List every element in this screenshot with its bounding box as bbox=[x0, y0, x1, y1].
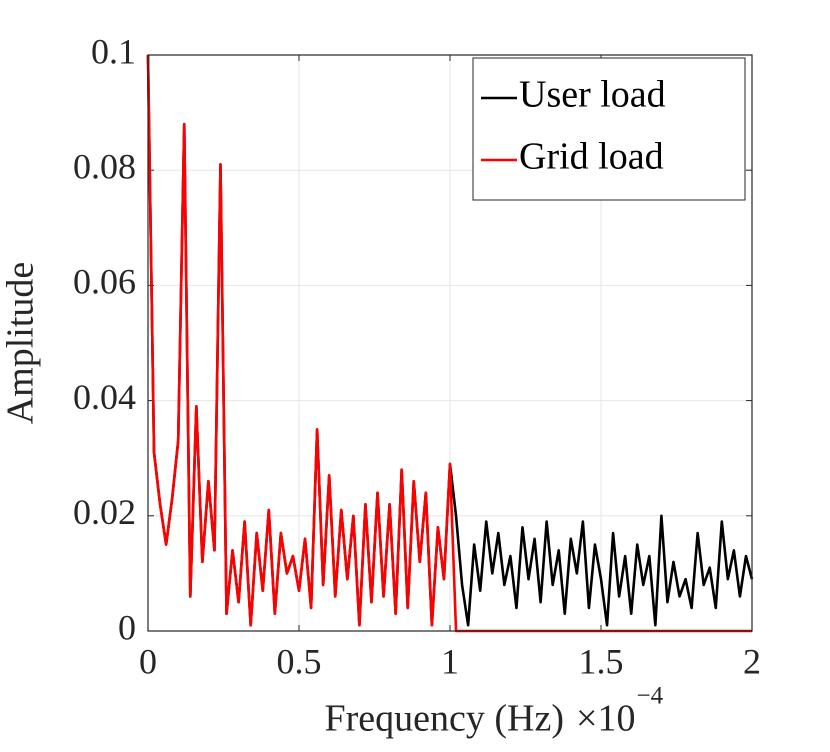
x-axis-label: Frequency (Hz) bbox=[325, 698, 565, 740]
y-tick-label: 0.04 bbox=[73, 377, 136, 417]
x-tick-label: 1 bbox=[441, 641, 459, 681]
y-tick-label: 0.06 bbox=[73, 262, 136, 302]
legend-box bbox=[472, 57, 746, 201]
y-tick-label: 0.02 bbox=[73, 492, 136, 532]
x-tick-label: 2 bbox=[743, 641, 761, 681]
x-multiplier-exponent: −4 bbox=[636, 683, 663, 710]
x-tick-label: 0.5 bbox=[277, 641, 322, 681]
x-multiplier: ×10 bbox=[576, 698, 635, 740]
y-tick-label: 0.08 bbox=[73, 146, 136, 186]
x-tick-label: 0 bbox=[139, 641, 157, 681]
y-tick-label: 0.1 bbox=[91, 31, 136, 71]
legend-label: User load bbox=[519, 74, 666, 116]
x-tick-label: 1.5 bbox=[579, 641, 624, 681]
y-axis-label: Amplitude bbox=[0, 262, 42, 425]
y-tick-label: 0 bbox=[118, 607, 136, 647]
legend-label: Grid load bbox=[519, 136, 664, 178]
axes-box bbox=[147, 54, 753, 632]
